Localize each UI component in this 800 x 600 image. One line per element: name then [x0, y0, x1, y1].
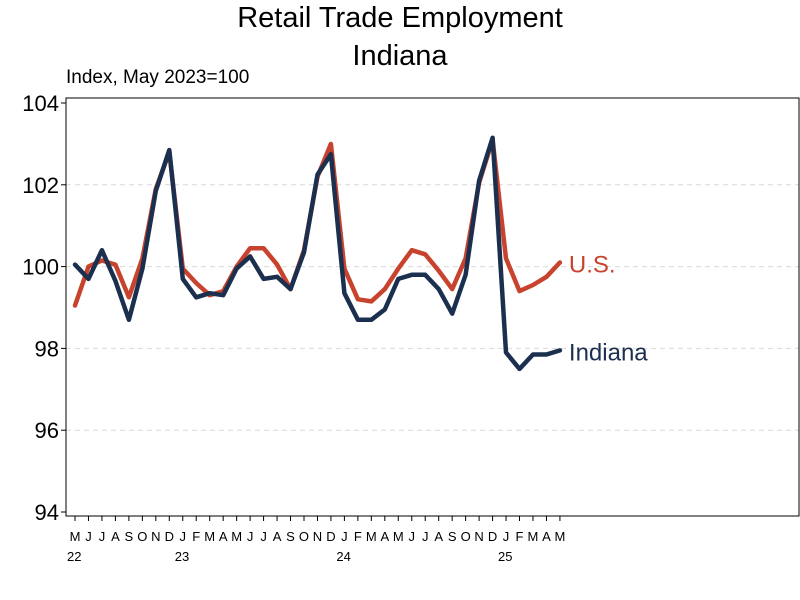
- x-year-label: 24: [336, 549, 350, 564]
- y-tick-label: 100: [22, 255, 59, 280]
- x-tick-label: O: [137, 529, 147, 544]
- x-tick-label: O: [299, 529, 309, 544]
- x-tick-label: D: [488, 529, 497, 544]
- series-lines: [72, 135, 563, 372]
- x-tick-label: A: [380, 529, 389, 544]
- x-tick-label: M: [366, 529, 377, 544]
- x-tick-label: S: [448, 529, 457, 544]
- x-tick-label: S: [286, 529, 295, 544]
- x-tick-label: M: [231, 529, 242, 544]
- x-year-label: 25: [498, 549, 512, 564]
- x-tick-label: J: [422, 529, 429, 544]
- x-tick-label: J: [85, 529, 92, 544]
- series-line-us: [72, 137, 563, 308]
- x-tick-label: A: [434, 529, 443, 544]
- x-tick-label: F: [192, 529, 200, 544]
- y-tick-label: 94: [35, 500, 59, 525]
- x-tick-label: A: [219, 529, 228, 544]
- x-tick-label: N: [474, 529, 483, 544]
- x-tick-label: J: [260, 529, 267, 544]
- y-tick-label: 104: [22, 91, 59, 116]
- y-tick-label: 98: [35, 336, 59, 361]
- y-axis-label: Index, May 2023=100: [66, 67, 250, 88]
- x-tick-label: J: [503, 529, 510, 544]
- x-tick-label: J: [180, 529, 187, 544]
- x-tick-label: F: [516, 529, 524, 544]
- x-tick-label: M: [528, 529, 539, 544]
- x-tick-label: J: [99, 529, 106, 544]
- x-tick-label: M: [70, 529, 81, 544]
- chart-title: Retail Trade Employment: [237, 2, 563, 34]
- x-tick-label: N: [313, 529, 322, 544]
- series-labels: U.S. Indiana: [569, 252, 648, 367]
- x-tick-label: A: [273, 529, 282, 544]
- plot-frame: [65, 97, 800, 517]
- x-tick-label: N: [151, 529, 160, 544]
- x-tick-label: D: [326, 529, 335, 544]
- x-tick-label: D: [165, 529, 174, 544]
- series-label-indiana: Indiana: [569, 339, 648, 366]
- x-tick-label: M: [393, 529, 404, 544]
- x-tick-label: J: [341, 529, 348, 544]
- x-tick-label: A: [542, 529, 551, 544]
- x-tick-label: M: [554, 529, 565, 544]
- x-year-label: 23: [175, 549, 189, 564]
- x-year-label: 22: [67, 549, 81, 564]
- x-tick-label: M: [204, 529, 215, 544]
- x-tick-label: O: [461, 529, 471, 544]
- x-tick-label: S: [125, 529, 134, 544]
- x-tick-label: F: [354, 529, 362, 544]
- y-tick-label: 102: [22, 173, 59, 198]
- y-tick-label: 96: [35, 418, 59, 443]
- x-tick-label: A: [111, 529, 120, 544]
- series-line-indiana: [72, 135, 563, 372]
- series-label-us: U.S.: [569, 252, 616, 279]
- x-tick-label: J: [409, 529, 416, 544]
- chart-subtitle: Indiana: [352, 40, 448, 72]
- x-tick-label: J: [247, 529, 254, 544]
